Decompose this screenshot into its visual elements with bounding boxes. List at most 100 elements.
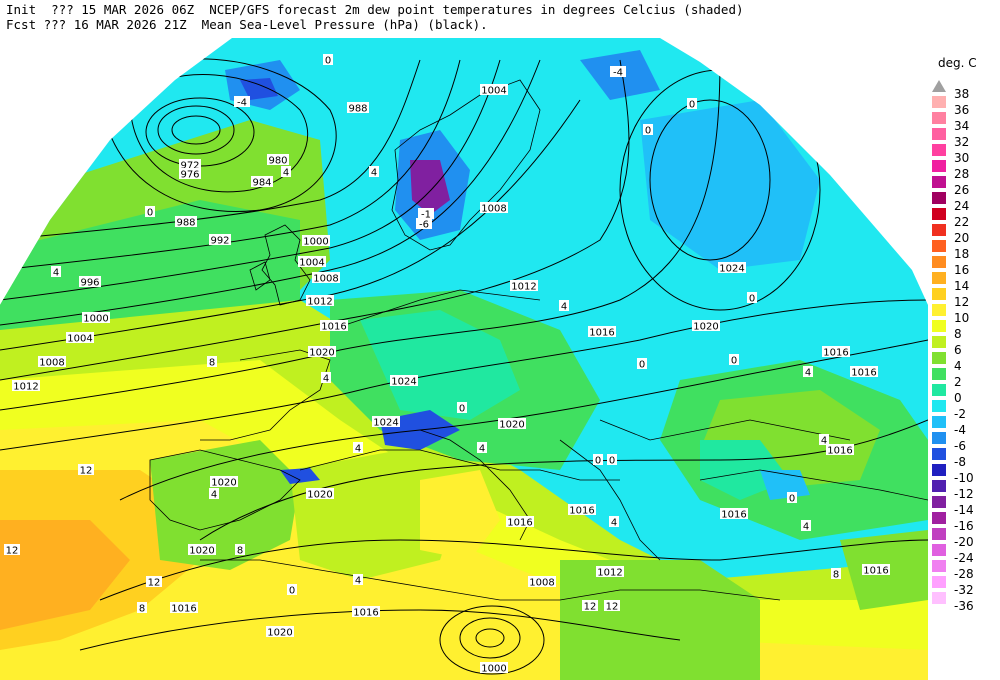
isobar-label-bg — [480, 202, 508, 213]
dewpoint-contour-label-bg — [687, 98, 697, 109]
dewpoint-contour-label-bg — [609, 516, 619, 527]
dewpoint-contour-label: 4 — [355, 576, 361, 587]
legend-swatch — [932, 240, 946, 252]
dewpoint-contour-label-bg — [4, 544, 20, 555]
legend-swatch — [932, 128, 946, 140]
dewpoint-contour-label-bg — [559, 300, 569, 311]
legend-label: -14 — [954, 503, 974, 517]
legend-label: 20 — [954, 231, 970, 245]
legend-swatch — [932, 176, 946, 188]
isobar-label: 1024 — [719, 264, 744, 275]
dewpoint-contour-label-bg — [747, 292, 757, 303]
legend-swatch — [932, 272, 946, 284]
legend-label: -20 — [954, 535, 974, 549]
header-fcst-line: Fcst ??? 16 MAR 2026 21Z Mean Sea-Level … — [6, 17, 488, 32]
legend-swatch — [932, 208, 946, 220]
isobar-label-bg — [588, 326, 616, 337]
isobar-label-bg — [175, 216, 197, 227]
dewpoint-contour-label-bg — [321, 372, 331, 383]
dewpoint-contour-label: 4 — [805, 368, 811, 379]
isobar-label: 1024 — [373, 418, 398, 429]
dewpoint-contour-label: 0 — [147, 208, 153, 219]
isobar-label: 976 — [180, 170, 199, 181]
dewpoint-contour-label: 8 — [833, 570, 839, 581]
isobar-label-bg — [822, 346, 850, 357]
isobar-label-bg — [862, 564, 890, 575]
isobar-label-bg — [528, 576, 556, 587]
dewpoint-contour-label-bg — [287, 584, 297, 595]
legend-label: 2 — [954, 375, 962, 389]
isobar-label: 1008 — [481, 204, 506, 215]
dewpoint-contour-label: -1 — [421, 210, 431, 221]
legend-swatch — [932, 512, 946, 524]
legend-label: 32 — [954, 135, 970, 149]
legend-swatch — [932, 80, 946, 92]
dewpoint-contour-label-bg — [369, 166, 379, 177]
isobar-label: 1016 — [851, 368, 876, 379]
isobar-label-bg — [38, 356, 66, 367]
dewpoint-contour-label: 0 — [689, 100, 695, 111]
header-init-line: Init ??? 15 MAR 2026 06Z NCEP/GFS foreca… — [6, 2, 744, 17]
legend-label: 34 — [954, 119, 970, 133]
legend-label: 14 — [954, 279, 970, 293]
isobar-label: 980 — [268, 156, 287, 167]
legend-label: -4 — [954, 423, 966, 437]
legend-swatch — [932, 224, 946, 236]
isobar-label: 1008 — [313, 274, 338, 285]
dewpoint-contour-label-bg — [234, 96, 250, 107]
dewpoint-contour-label: 4 — [803, 522, 809, 533]
legend-label: -28 — [954, 567, 974, 581]
legend-label: 10 — [954, 311, 970, 325]
isobar-label: 1024 — [391, 377, 416, 388]
dewpoint-contour-label-bg — [729, 354, 739, 365]
dewpoint-contour-label-bg — [637, 358, 647, 369]
isobar-label: 1012 — [307, 297, 332, 308]
isobar-label: 1016 — [721, 510, 746, 521]
isobar-label-bg — [390, 375, 418, 386]
isobar-label-bg — [320, 320, 348, 331]
isobar-label: 1020 — [499, 420, 524, 431]
dewpoint-contour-label-bg — [643, 124, 653, 135]
dewpoint-contour-label: 0 — [609, 456, 615, 467]
legend-label: -8 — [954, 455, 966, 469]
isobar-label-bg — [506, 516, 534, 527]
dewpoint-contour-label: 0 — [289, 586, 295, 597]
isobar-label: 984 — [252, 178, 271, 189]
legend-label: 28 — [954, 167, 970, 181]
isobar-label-bg — [266, 626, 294, 637]
dewpoint-contour-label: 0 — [789, 494, 795, 505]
coastlines — [149, 79, 928, 601]
dewpoint-contour-label: 12 — [584, 602, 597, 613]
isobar-label: 1020 — [267, 628, 292, 639]
isobar-label: 988 — [348, 104, 367, 115]
legend-label: 12 — [954, 295, 970, 309]
legend-swatch — [932, 432, 946, 444]
dewpoint-contour-label: 8 — [209, 358, 215, 369]
isobar-label-bg — [850, 366, 878, 377]
color-legend: deg. C 38 36 34 32 30 28 26 24 22 20 18 16 14 12 10 8 6 4… — [928, 56, 1000, 676]
dewpoint-contour-label-bg — [281, 166, 291, 177]
isobar-label: 1016 — [863, 566, 888, 577]
legend-swatch — [932, 480, 946, 492]
dewpoint-contour-label: 4 — [611, 518, 617, 529]
legend-label: -36 — [954, 599, 974, 613]
isobar-label: 1020 — [211, 478, 236, 489]
dewpoint-contour-label-bg — [353, 574, 363, 585]
legend-swatch — [932, 416, 946, 428]
isobar-label-bg — [82, 312, 110, 323]
legend-label: 4 — [954, 359, 962, 373]
dewpoint-contour-label: 4 — [323, 374, 329, 385]
legend-swatch — [932, 592, 946, 604]
isobar-label: 1012 — [511, 282, 536, 293]
dewpoint-contour-label: 12 — [606, 602, 619, 613]
dewpoint-contour-label-bg — [418, 208, 434, 219]
isobar-label-bg — [720, 508, 748, 519]
dewpoint-contour-label: 4 — [211, 490, 217, 501]
isobar-label-bg — [209, 234, 231, 245]
dewpoint-contour-label: 4 — [561, 302, 567, 313]
isobar-label: 1004 — [481, 86, 506, 97]
isobar-label-bg — [510, 280, 538, 291]
legend-swatch — [932, 304, 946, 316]
dewpoint-contour-label: 0 — [639, 360, 645, 371]
